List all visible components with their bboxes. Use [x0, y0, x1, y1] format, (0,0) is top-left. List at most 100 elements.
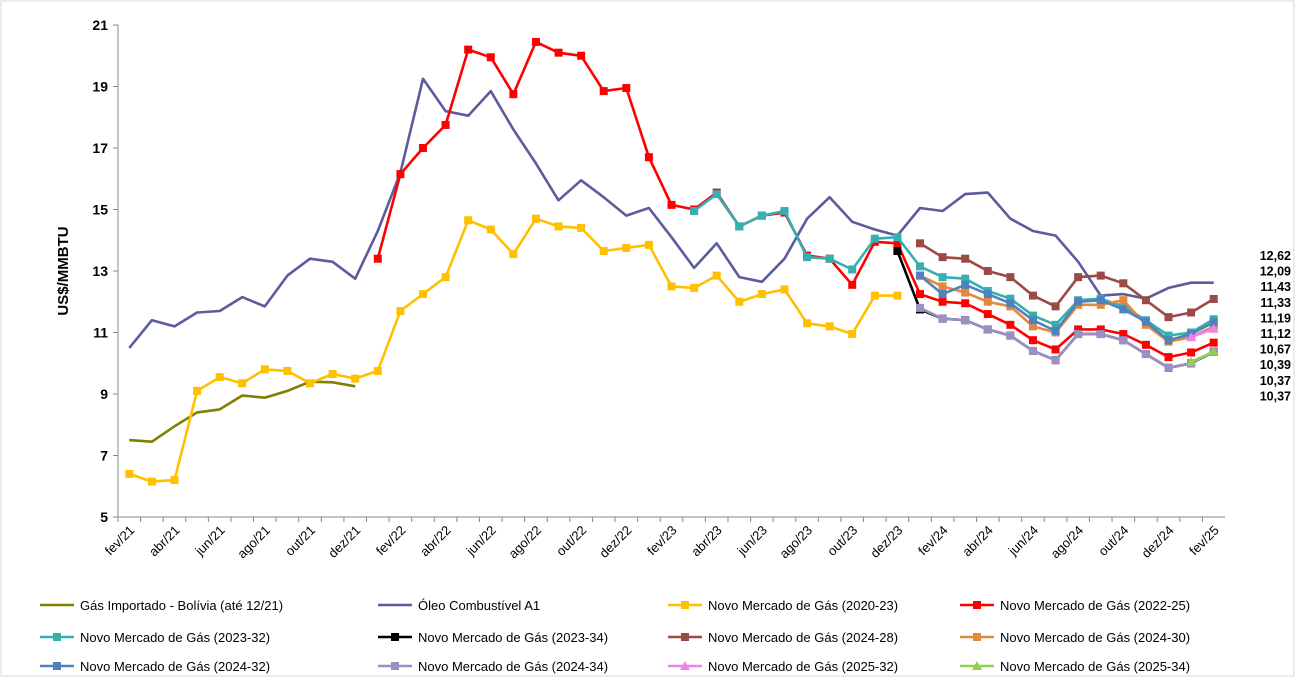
series-line [376, 40, 1215, 359]
marker [1096, 325, 1105, 334]
marker [644, 153, 653, 162]
marker [1119, 296, 1128, 305]
marker [1119, 305, 1128, 314]
marker [735, 222, 744, 231]
marker [1208, 346, 1219, 356]
series-line [129, 380, 356, 443]
marker [961, 254, 970, 263]
legend-label: Gás Importado - Bolívia (até 12/21) [80, 598, 283, 613]
marker [848, 330, 857, 339]
marker [1096, 296, 1105, 305]
y-tick-label: 7 [100, 448, 108, 464]
marker [1209, 338, 1218, 347]
legend-marker [972, 661, 982, 670]
marker [916, 271, 925, 280]
marker [396, 306, 405, 315]
legend-marker [973, 601, 981, 609]
marker [396, 170, 405, 179]
x-tick-label: dez/21 [325, 523, 363, 561]
legend-label: Óleo Combustível A1 [418, 598, 540, 613]
x-tick-label: fev/21 [102, 523, 138, 559]
end-label: 10,37 [1260, 389, 1291, 403]
marker [712, 190, 721, 199]
marker [961, 280, 970, 289]
end-label: 12,09 [1260, 265, 1291, 279]
y-tick-label: 9 [100, 386, 108, 402]
marker [1164, 313, 1173, 322]
series-line [1190, 350, 1215, 363]
marker [306, 379, 315, 388]
marker [509, 90, 518, 99]
marker [757, 290, 766, 299]
x-tick-label: ago/22 [505, 523, 544, 562]
legend-marker [53, 662, 61, 670]
marker [1074, 273, 1083, 282]
marker [1208, 323, 1219, 333]
legend-label: Novo Mercado de Gás (2024-28) [708, 630, 898, 645]
legend-marker [391, 662, 399, 670]
end-label: 11,12 [1260, 327, 1291, 341]
legend-label: Novo Mercado de Gás (2023-32) [80, 630, 270, 645]
marker [1051, 302, 1060, 311]
marker [1164, 353, 1173, 362]
x-tick-label: ago/23 [776, 523, 815, 562]
marker [1209, 318, 1218, 327]
y-tick-label: 17 [92, 140, 108, 156]
marker [1096, 330, 1105, 339]
marker [1051, 320, 1060, 329]
marker [780, 207, 789, 216]
y-tick-label: 21 [92, 17, 108, 33]
marker [328, 370, 337, 379]
marker [1209, 294, 1218, 303]
marker [1141, 340, 1150, 349]
x-tick-label: jun/24 [1005, 523, 1041, 559]
marker [757, 211, 766, 220]
marker [1006, 273, 1015, 282]
marker [916, 239, 925, 248]
marker [983, 310, 992, 319]
marker [938, 297, 947, 306]
x-tick-label: jun/23 [734, 523, 770, 559]
end-label: 12,62 [1260, 249, 1291, 263]
marker [1074, 330, 1083, 339]
marker [983, 267, 992, 275]
marker [486, 225, 495, 234]
marker [170, 476, 179, 485]
marker [848, 280, 857, 289]
marker [238, 379, 247, 388]
marker [1164, 336, 1173, 345]
x-tick-label: fev/24 [915, 523, 951, 559]
marker [961, 288, 970, 297]
marker [825, 322, 834, 331]
marker [983, 290, 992, 299]
x-tick-label: ago/21 [234, 523, 273, 562]
marker [1096, 300, 1105, 309]
marker [215, 373, 224, 382]
marker [1028, 316, 1037, 325]
x-tick-label: jun/21 [191, 523, 227, 559]
marker [916, 290, 925, 299]
marker [373, 254, 382, 263]
marker [1074, 297, 1083, 306]
marker [1028, 311, 1037, 320]
x-tick-label: fev/23 [644, 523, 680, 559]
y-tick-label: 5 [100, 509, 108, 525]
marker [1074, 325, 1083, 334]
marker [373, 366, 382, 375]
marker [1006, 331, 1015, 340]
end-label: 10,67 [1260, 343, 1291, 357]
x-tick-label: abr/21 [146, 523, 183, 560]
marker [667, 282, 676, 291]
legend-marker [681, 601, 689, 609]
marker [1141, 350, 1150, 359]
marker [916, 303, 925, 312]
legend-label: Novo Mercado de Gás (2022-25) [1000, 598, 1190, 613]
end-label: 11,43 [1260, 280, 1291, 294]
end-label: 10,37 [1260, 374, 1291, 388]
marker [577, 51, 586, 60]
marker [1119, 279, 1128, 288]
marker [735, 297, 744, 306]
legend-label: Novo Mercado de Gás (2025-34) [1000, 659, 1190, 674]
end-label: 11,33 [1260, 296, 1291, 310]
